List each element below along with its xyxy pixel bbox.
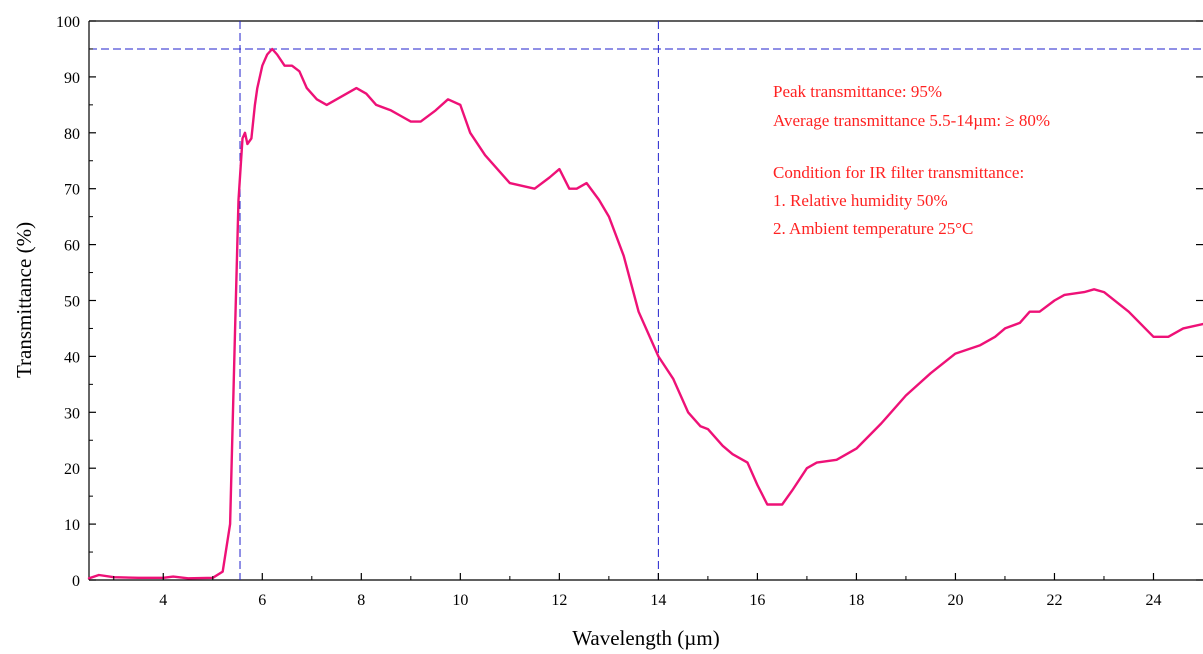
reference-lines [89, 21, 1203, 580]
x-tick-label-8: 8 [357, 592, 365, 609]
x-tick-label-16: 16 [749, 592, 765, 609]
y-tick-label-40: 40 [64, 349, 80, 366]
annotation-condition-heading: Condition for IR filter transmittance: [773, 163, 1024, 182]
series-layer [87, 47, 1203, 580]
y-tick-label-70: 70 [64, 182, 80, 199]
transmittance-series-line [87, 47, 1203, 580]
y-axis-ticks: 0 10 20 30 40 50 60 70 80 90 100 [56, 14, 1203, 590]
x-tick-label-24: 24 [1145, 592, 1161, 609]
x-tick-label-4: 4 [159, 592, 167, 609]
x-tick-label-20: 20 [947, 592, 963, 609]
x-axis-title: Wavelength (µm) [572, 626, 719, 650]
x-tick-label-22: 22 [1046, 592, 1062, 609]
y-tick-label-50: 50 [64, 294, 80, 311]
y-tick-label-90: 90 [64, 70, 80, 87]
y-tick-label-80: 80 [64, 126, 80, 143]
y-tick-label-0: 0 [72, 573, 80, 590]
y-tick-label-10: 10 [64, 517, 80, 534]
x-axis-ticks: 4 6 8 10 12 14 16 18 20 22 24 [113, 573, 1161, 609]
x-tick-label-6: 6 [258, 592, 266, 609]
y-axis-title: Transmittance (%) [12, 222, 36, 378]
annotation-relative-humidity: 1. Relative humidity 50% [773, 191, 948, 210]
y-tick-label-60: 60 [64, 238, 80, 255]
x-tick-label-14: 14 [650, 592, 666, 609]
x-tick-label-12: 12 [551, 592, 567, 609]
x-tick-label-10: 10 [452, 592, 468, 609]
y-tick-label-20: 20 [64, 461, 80, 478]
x-tick-label-18: 18 [848, 592, 864, 609]
annotation-peak-transmittance: Peak transmittance: 95% [773, 82, 942, 101]
y-tick-label-100: 100 [56, 14, 80, 31]
annotation-block: Peak transmittance: 95% Average transmit… [773, 82, 1050, 238]
annotation-average-transmittance: Average transmittance 5.5-14µm: ≥ 80% [773, 111, 1050, 130]
annotation-ambient-temperature: 2. Ambient temperature 25°C [773, 219, 973, 238]
y-tick-label-30: 30 [64, 405, 80, 422]
